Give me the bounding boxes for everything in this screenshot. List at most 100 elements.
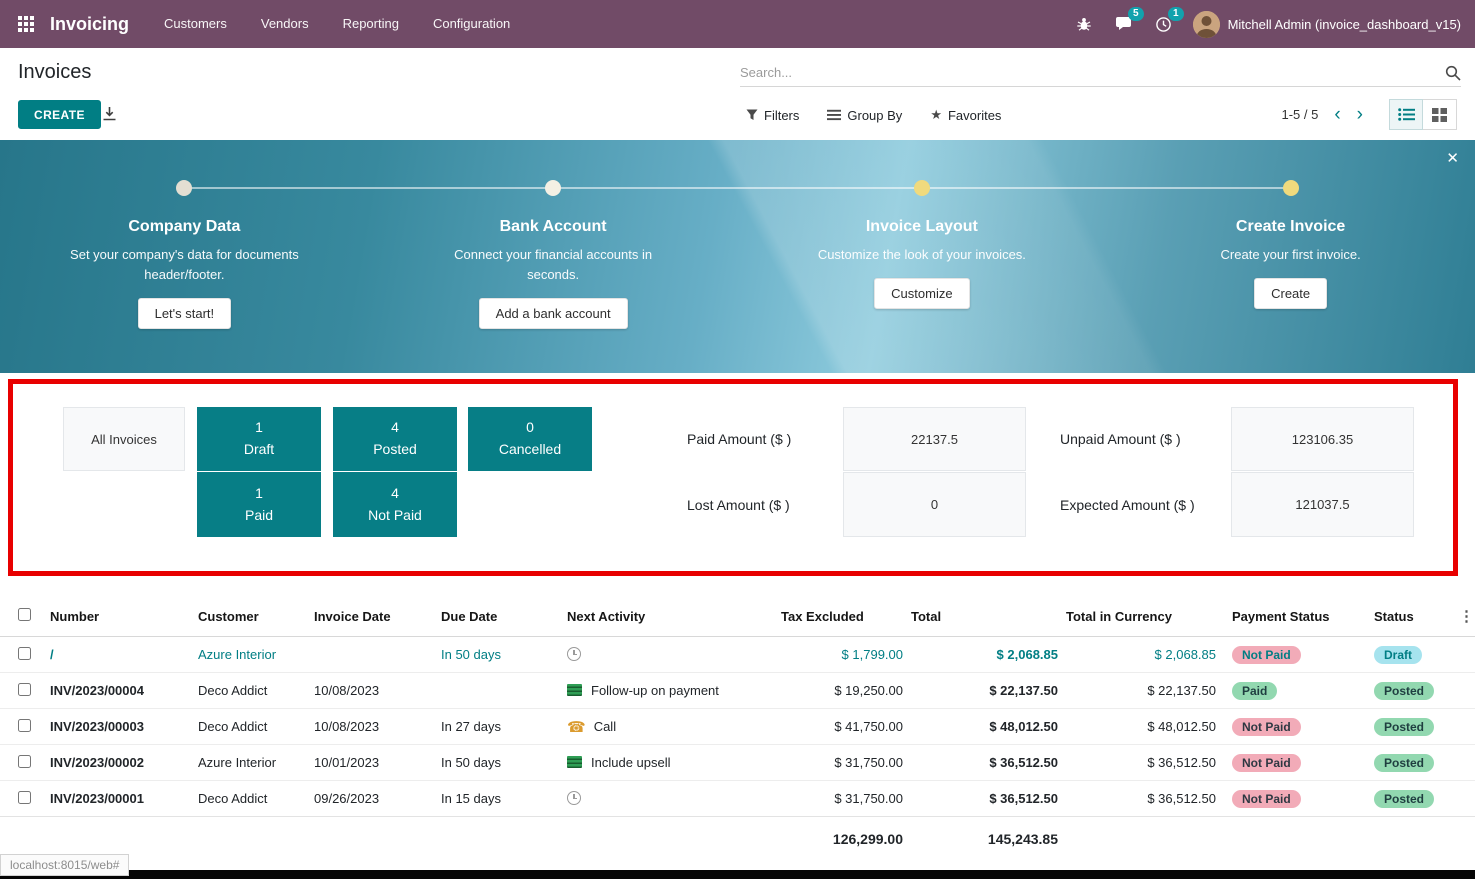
- col-payment-status[interactable]: Payment Status: [1220, 594, 1370, 637]
- invoice-date-cell: 10/08/2023: [310, 708, 437, 745]
- onboarding-steps: Company Data Set your company's data for…: [0, 140, 1475, 373]
- search-input[interactable]: [740, 65, 1437, 80]
- kanban-view-button[interactable]: [1423, 99, 1457, 130]
- activity-label: Include upsell: [591, 755, 671, 770]
- select-all-checkbox[interactable]: [18, 608, 31, 621]
- bottom-black-strip: [0, 870, 1475, 879]
- list-view-button[interactable]: [1389, 99, 1423, 130]
- customize-button[interactable]: Customize: [874, 278, 970, 310]
- table-row[interactable]: INV/2023/00001 Deco Addict 09/26/2023 In…: [0, 780, 1475, 817]
- table-row[interactable]: / Azure Interior In 50 days $ 1,799.00 $…: [0, 637, 1475, 673]
- star-icon: ★: [930, 107, 942, 122]
- posted-counter-button[interactable]: 4 Posted: [333, 407, 457, 471]
- step-dot: [176, 180, 193, 196]
- group-by-button[interactable]: Group By: [827, 108, 902, 123]
- pager-next-icon[interactable]: ›: [1356, 104, 1363, 125]
- clock-activity-icon[interactable]: [567, 791, 581, 805]
- total-cell: $ 48,012.50: [907, 708, 1062, 745]
- apps-menu-icon[interactable]: [18, 16, 34, 32]
- add-bank-account-button[interactable]: Add a bank account: [478, 298, 628, 330]
- brand-title[interactable]: Invoicing: [50, 13, 130, 34]
- link-status-bar: localhost:8015/web#: [0, 854, 130, 876]
- total-currency-cell: $ 2,068.85: [1154, 647, 1216, 662]
- paid-amount-label: Paid Amount ($ ): [687, 431, 792, 447]
- row-checkbox[interactable]: [18, 718, 31, 732]
- payment-status-badge: Paid: [1232, 681, 1278, 700]
- favorites-button[interactable]: ★ Favorites: [930, 107, 1002, 123]
- invoice-date-cell: 10/08/2023: [310, 672, 437, 709]
- menu-customers[interactable]: Customers: [164, 16, 227, 31]
- col-total-in-currency[interactable]: Total in Currency: [1062, 594, 1220, 637]
- user-menu[interactable]: Mitchell Admin (invoice_dashboard_v15): [1192, 10, 1461, 38]
- activity-label: Follow-up on payment: [591, 683, 719, 698]
- col-number[interactable]: Number: [46, 594, 194, 637]
- status-badge: Draft: [1374, 645, 1423, 664]
- col-tax-excluded[interactable]: Tax Excluded: [777, 594, 907, 637]
- col-due-date[interactable]: Due Date: [437, 594, 563, 637]
- row-checkbox[interactable]: [18, 754, 31, 768]
- due-date-cell: In 50 days: [437, 744, 563, 781]
- paid-counter-button[interactable]: 1 Paid: [197, 472, 321, 537]
- navbar-right: 5 1 Mitchell Admin (invoice_dashboard_v1…: [1073, 7, 1461, 38]
- menu-reporting[interactable]: Reporting: [342, 16, 399, 31]
- tax-excluded-cell: $ 41,750.00: [777, 708, 907, 745]
- pager-prev-icon[interactable]: ‹: [1334, 104, 1341, 125]
- pager: 1-5 / 5 ‹ ›: [1281, 105, 1363, 124]
- totals-row: 126,299.00 145,243.85: [0, 816, 1475, 861]
- debug-bug-icon[interactable]: [1073, 13, 1095, 35]
- col-invoice-date[interactable]: Invoice Date: [310, 594, 437, 637]
- clock-activity-icon[interactable]: [567, 647, 581, 661]
- row-checkbox[interactable]: [18, 682, 31, 696]
- create-invoice-button[interactable]: Create: [1254, 278, 1328, 310]
- optional-columns-icon[interactable]: ⋮: [1459, 608, 1474, 625]
- menu-vendors[interactable]: Vendors: [260, 16, 309, 31]
- status-badge: Posted: [1374, 681, 1435, 700]
- phone-activity-icon[interactable]: ☎: [567, 718, 586, 736]
- search-bar: [740, 59, 1461, 87]
- invoice-number[interactable]: INV/2023/00004: [50, 683, 144, 698]
- cancelled-counter-button[interactable]: 0 Cancelled: [468, 407, 592, 471]
- grand-total: 145,243.85: [907, 816, 1062, 861]
- activities-clock-icon[interactable]: 1: [1153, 7, 1184, 35]
- invoice-number[interactable]: /: [50, 647, 54, 662]
- kanban-view-icon: [1432, 107, 1447, 122]
- export-download-icon[interactable]: [102, 106, 117, 127]
- status-badge: Posted: [1374, 789, 1435, 808]
- tax-excluded-total: 126,299.00: [777, 816, 907, 861]
- search-icon[interactable]: [1445, 65, 1461, 81]
- payment-status-badge: Not Paid: [1232, 717, 1301, 736]
- step-description: Set your company's data for documents he…: [70, 247, 299, 283]
- filters-button[interactable]: Filters: [746, 108, 799, 123]
- col-next-activity[interactable]: Next Activity: [563, 594, 777, 637]
- list-activity-icon[interactable]: [567, 756, 582, 768]
- row-checkbox[interactable]: [18, 790, 31, 804]
- activities-badge: 1: [1168, 7, 1184, 21]
- tax-excluded-cell: $ 31,750.00: [777, 744, 907, 781]
- step-bank-account: Bank Account Connect your financial acco…: [369, 140, 738, 373]
- invoice-number[interactable]: INV/2023/00003: [50, 719, 144, 734]
- step-title: Invoice Layout: [865, 218, 978, 235]
- lets-start-button[interactable]: Let's start!: [137, 298, 232, 330]
- unpaid-amount-label: Unpaid Amount ($ ): [1060, 431, 1181, 447]
- row-checkbox[interactable]: [18, 646, 31, 660]
- expected-amount-value: 121037.5: [1231, 472, 1414, 537]
- invoice-number[interactable]: INV/2023/00002: [50, 755, 144, 770]
- list-activity-icon[interactable]: [567, 684, 582, 696]
- step-description: Connect your financial accounts in secon…: [454, 247, 653, 283]
- step-title: Create Invoice: [1235, 218, 1346, 235]
- not-paid-counter-button[interactable]: 4 Not Paid: [333, 472, 457, 537]
- messages-icon[interactable]: 5: [1113, 7, 1144, 35]
- create-button[interactable]: CREATE: [18, 100, 101, 129]
- all-invoices-filter[interactable]: All Invoices: [63, 407, 185, 471]
- invoice-number[interactable]: INV/2023/00001: [50, 791, 144, 806]
- table-row[interactable]: INV/2023/00003 Deco Addict 10/08/2023 In…: [0, 708, 1475, 745]
- table-row[interactable]: INV/2023/00002 Azure Interior 10/01/2023…: [0, 744, 1475, 781]
- banner-close-icon[interactable]: ✕: [1446, 150, 1459, 167]
- draft-counter-button[interactable]: 1 Draft: [197, 407, 321, 471]
- step-dot: [1282, 180, 1299, 196]
- menu-configuration[interactable]: Configuration: [432, 16, 511, 31]
- col-total[interactable]: Total: [907, 594, 1062, 637]
- col-customer[interactable]: Customer: [194, 594, 310, 637]
- col-status[interactable]: Status: [1370, 594, 1455, 637]
- table-row[interactable]: INV/2023/00004 Deco Addict 10/08/2023 Fo…: [0, 672, 1475, 709]
